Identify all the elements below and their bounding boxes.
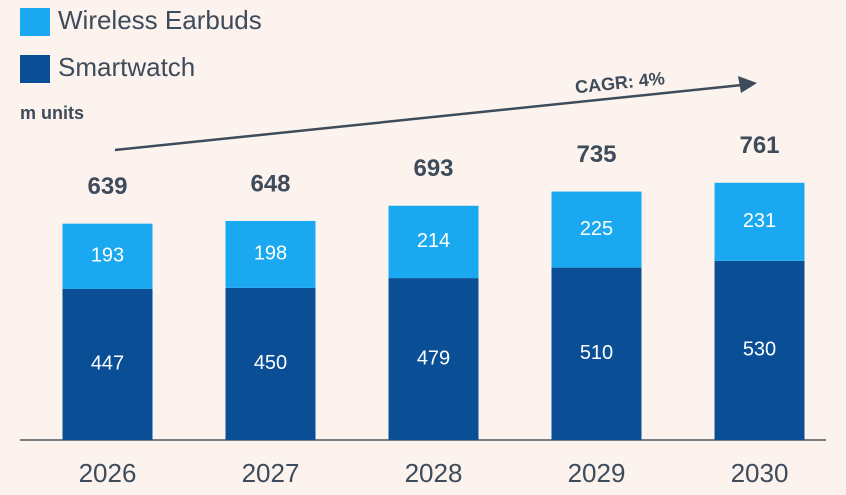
total-label: 648 <box>250 170 290 197</box>
x-tick-label: 2030 <box>731 458 789 488</box>
x-tick-label: 2027 <box>242 458 300 488</box>
bar-segment <box>551 191 642 268</box>
segment-label: 193 <box>91 245 124 267</box>
unit-label: m units <box>20 103 84 123</box>
bar-segment <box>62 223 153 289</box>
legend-label: Wireless Earbuds <box>58 5 262 35</box>
legend-label: Smartwatch <box>58 52 195 82</box>
segment-label: 225 <box>580 218 613 240</box>
segment-label: 447 <box>91 353 124 375</box>
segment-label: 450 <box>254 352 287 374</box>
bar-segment <box>225 220 316 288</box>
bar-segment <box>225 287 316 440</box>
legend-swatch <box>20 8 50 36</box>
segment-label: 214 <box>417 230 450 252</box>
legend-swatch <box>20 55 50 83</box>
x-tick-label: 2029 <box>568 458 626 488</box>
bar-segment <box>551 267 642 440</box>
bar-segment <box>388 278 479 440</box>
bar-segment <box>714 260 805 440</box>
segment-label: 530 <box>743 339 776 361</box>
x-tick-label: 2026 <box>79 458 137 488</box>
segment-label: 479 <box>417 347 450 369</box>
segment-label: 198 <box>254 243 287 265</box>
x-tick-label: 2028 <box>405 458 463 488</box>
segment-label: 510 <box>580 342 613 364</box>
cagr-arrow <box>114 83 743 152</box>
bar-segment <box>62 288 153 440</box>
cagr-arrowhead <box>738 76 757 93</box>
total-label: 693 <box>413 155 453 182</box>
bar-segment <box>714 182 805 261</box>
bar-segment <box>388 205 479 279</box>
segment-label: 231 <box>743 210 776 232</box>
total-label: 761 <box>739 132 779 159</box>
total-label: 735 <box>576 141 616 168</box>
total-label: 639 <box>87 173 127 200</box>
